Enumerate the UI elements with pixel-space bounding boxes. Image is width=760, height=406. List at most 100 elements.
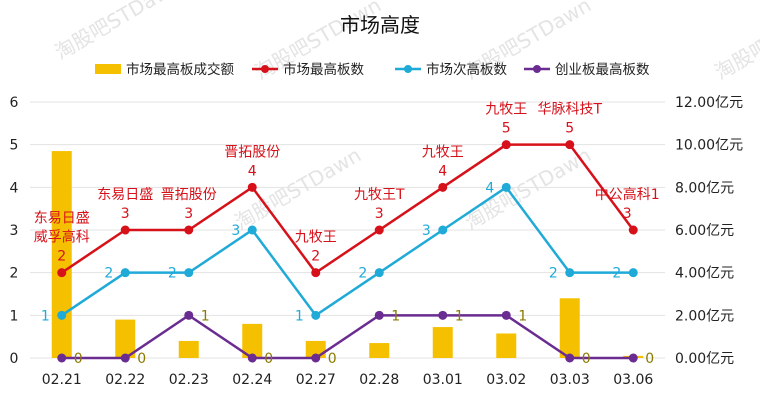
left-axis-tick-label: 4 [10, 180, 19, 196]
max-board-value-label: 5 [565, 121, 574, 137]
x-axis-tick-label: 02.22 [105, 372, 145, 388]
second-board-value-label: 2 [104, 266, 113, 282]
left-axis-tick-label: 6 [10, 95, 19, 111]
bar-turnover [433, 327, 453, 358]
line-gem-max-board-point [502, 311, 511, 320]
max-board-value-label: 3 [375, 206, 384, 222]
x-axis-tick-label: 02.24 [232, 372, 272, 388]
gem-board-value-label: 0 [74, 351, 83, 367]
line-gem-max-board-point [438, 311, 447, 320]
right-axis-tick-label: 10.00亿元 [675, 138, 743, 154]
left-axis-tick-label: 5 [10, 138, 19, 154]
max-board-stock-label: 华脉科技T [537, 102, 602, 118]
max-board-stock-label: 中公高科1 [595, 186, 660, 203]
left-axis-tick-label: 3 [10, 223, 19, 239]
line-max-board-point [502, 140, 511, 149]
right-axis-tick-label: 2.00亿元 [675, 308, 734, 324]
max-board-stock-label: 晋拓股份 [224, 144, 280, 160]
gem-board-value-label: 1 [518, 308, 527, 324]
second-board-value-label: 3 [422, 223, 431, 239]
legend-entry-label: 创业板最高板数 [555, 61, 650, 78]
line-gem-max-board-point [57, 354, 66, 363]
bar-turnover [179, 341, 199, 358]
gem-board-value-label: 1 [201, 308, 210, 324]
left-axis-tick-label: 2 [10, 266, 19, 282]
max-board-value-label: 4 [438, 163, 447, 179]
max-board-stock-label: 九牧王 [422, 144, 464, 160]
line-second-board-point [375, 268, 384, 277]
gem-board-value-label: 0 [328, 351, 337, 367]
line-second-board-point [629, 268, 638, 277]
max-board-stock-label: 九牧王 [485, 102, 527, 118]
right-axis-tick-label: 12.00亿元 [675, 95, 743, 111]
line-second-board-point [184, 268, 193, 277]
second-board-value-label: 3 [231, 223, 240, 239]
bar-turnover [369, 343, 389, 358]
left-axis-tick-label: 0 [10, 351, 19, 367]
line-gem-max-board-point [248, 354, 257, 363]
x-axis-tick-label: 03.01 [423, 372, 463, 388]
x-axis-tick-label: 03.06 [613, 372, 653, 388]
max-board-value-label: 4 [248, 163, 257, 179]
max-board-value-label: 2 [57, 249, 66, 265]
line-max-board-point [184, 226, 193, 235]
max-board-value-label: 2 [311, 249, 320, 265]
line-max-board-point [248, 183, 257, 192]
watermark-text: 淘股吧STDawn [461, 143, 596, 235]
legend-swatch-marker [261, 65, 269, 73]
bar-turnover [496, 333, 516, 358]
legend-entry-label: 市场次高板数 [426, 61, 507, 78]
max-board-stock-label: 九牧王 [295, 230, 337, 246]
second-board-value-label: 2 [612, 266, 621, 282]
max-board-stock-label: 威孚高科 [34, 229, 90, 246]
x-axis-tick-label: 03.03 [550, 372, 590, 388]
line-second-board-point [438, 226, 447, 235]
line-gem-max-board-point [629, 354, 638, 363]
line-gem-max-board-point [565, 354, 574, 363]
bar-turnover [560, 298, 580, 358]
legend-entry-label: 市场最高板成交额 [126, 61, 234, 78]
x-axis-tick-label: 02.27 [296, 372, 336, 388]
gem-board-value-label: 0 [582, 351, 591, 367]
gem-board-value-label: 1 [455, 308, 464, 324]
second-board-value-label: 1 [295, 308, 304, 324]
max-board-value-label: 3 [184, 206, 193, 222]
line-second-board-point [565, 268, 574, 277]
second-board-value-label: 2 [168, 266, 177, 282]
gem-board-value-label: 0 [645, 351, 654, 367]
max-board-value-label: 3 [623, 206, 632, 222]
x-axis-tick-label: 02.23 [169, 372, 209, 388]
legend-swatch-marker [404, 65, 412, 73]
line-max-board-point [57, 268, 66, 277]
line-second-board-point [248, 226, 257, 235]
gem-board-value-label: 0 [137, 351, 146, 367]
gem-board-value-label: 1 [391, 308, 400, 324]
second-board-value-label: 1 [41, 308, 50, 324]
line-second-board-point [311, 311, 320, 320]
left-axis-tick-label: 1 [10, 308, 19, 324]
line-max-board-point [629, 226, 638, 235]
line-gem-max-board-point [375, 311, 384, 320]
line-max-board-point [565, 140, 574, 149]
gem-board-value-label: 0 [264, 351, 273, 367]
legend-swatch-bar [95, 64, 121, 74]
max-board-stock-label: 晋拓股份 [161, 187, 217, 203]
line-second-board-point [57, 311, 66, 320]
legend-swatch-marker [533, 65, 541, 73]
line-gem-max-board-point [311, 354, 320, 363]
max-board-stock-label: 九牧王T [354, 187, 405, 203]
right-axis-tick-label: 4.00亿元 [675, 266, 734, 282]
second-board-value-label: 2 [358, 266, 367, 282]
x-axis-tick-label: 02.28 [359, 372, 399, 388]
line-gem-max-board [62, 315, 634, 358]
line-gem-max-board-point [184, 311, 193, 320]
right-axis-tick-label: 0.00亿元 [675, 351, 734, 367]
legend-entry-label: 市场最高板数 [283, 61, 364, 78]
max-board-stock-label: 东易日盛 [34, 211, 90, 227]
line-max-board-point [311, 268, 320, 277]
max-board-stock-label: 东易日盛 [97, 187, 153, 203]
second-board-value-label: 4 [485, 180, 494, 196]
watermark-text: 淘股吧STDawn [51, 0, 186, 64]
line-max-board-point [375, 226, 384, 235]
